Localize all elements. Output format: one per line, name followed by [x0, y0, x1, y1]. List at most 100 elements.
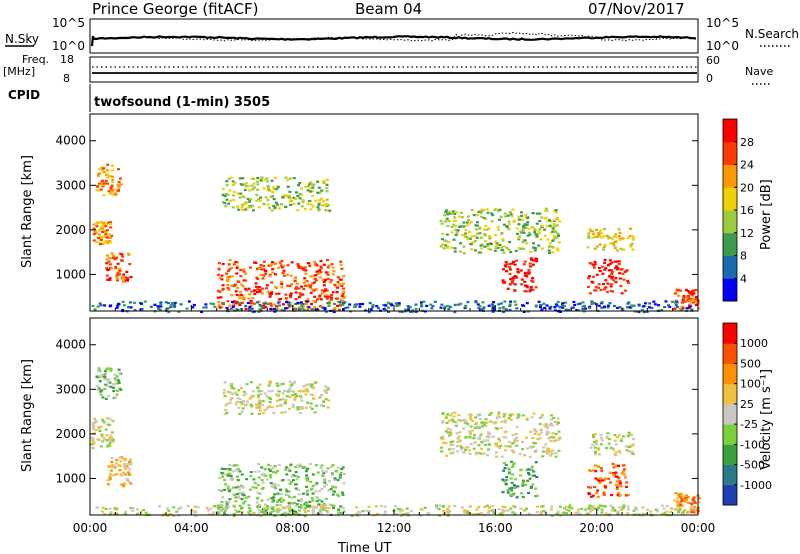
scatter-cell	[480, 513, 483, 516]
scatter-cell	[297, 509, 301, 512]
scatter-cell	[419, 301, 423, 304]
scatter-cell	[313, 277, 317, 280]
scatter-cell	[254, 486, 258, 489]
scatter-cell	[440, 421, 444, 424]
scatter-cell	[591, 275, 595, 278]
scatter-cell	[292, 390, 295, 393]
scatter-cell	[631, 248, 635, 251]
scatter-cell	[600, 236, 603, 239]
scatter-cell	[503, 467, 507, 470]
scatter-cell	[465, 224, 469, 227]
scatter-cell	[447, 505, 451, 508]
scatter-cell	[280, 308, 284, 311]
scatter-cell	[521, 482, 525, 485]
scatter-cell	[338, 303, 342, 306]
scatter-cell	[321, 181, 325, 184]
scatter-cell	[232, 486, 236, 489]
scatter-cell	[445, 510, 449, 513]
scatter-cell	[241, 285, 245, 288]
scatter-cell	[629, 244, 633, 247]
scatter-cell	[425, 304, 429, 307]
scatter-cell	[557, 449, 561, 452]
scatter-cell	[506, 489, 510, 492]
scatter-cell	[288, 296, 292, 299]
scatter-cell	[600, 436, 603, 439]
scatter-cell	[626, 435, 630, 438]
scatter-cell	[225, 502, 229, 505]
scatter-cell	[266, 199, 270, 202]
scatter-cell	[299, 500, 303, 503]
scatter-cell	[297, 265, 301, 268]
scatter-cell	[591, 494, 595, 497]
scatter-cell	[309, 203, 313, 206]
scatter-cell	[605, 291, 609, 294]
scatter-cell	[570, 507, 574, 510]
scatter-cell	[441, 243, 445, 246]
scatter-cell	[466, 446, 470, 449]
scatter-cell	[597, 283, 601, 286]
scatter-cell	[509, 251, 513, 254]
scatter-cell	[468, 237, 472, 240]
scatter-cell	[439, 219, 443, 223]
scatter-cell	[227, 288, 231, 291]
scatter-cell	[491, 310, 495, 313]
scatter-cell	[118, 371, 122, 374]
scatter-cell	[225, 501, 229, 504]
scatter-cell	[613, 260, 617, 263]
scatter-cell	[517, 238, 521, 241]
scatter-cell	[294, 276, 297, 279]
scatter-cell	[315, 270, 319, 273]
scatter-cell	[95, 240, 99, 243]
scatter-cell	[512, 484, 516, 487]
scatter-cell	[105, 262, 109, 265]
scatter-cell	[387, 310, 390, 313]
scatter-cell	[453, 250, 457, 253]
scatter-cell	[622, 473, 626, 476]
scatter-cell	[101, 183, 105, 186]
scatter-cell	[237, 496, 241, 500]
scatter-cell	[589, 230, 593, 233]
scatter-cell	[597, 286, 601, 289]
scatter-cell	[593, 485, 596, 489]
scatter-cell	[230, 284, 233, 287]
scatter-cell	[216, 506, 220, 509]
scatter-cell	[614, 471, 618, 474]
scatter-cell	[110, 234, 114, 237]
scatter-cell	[107, 268, 111, 271]
scatter-cell	[106, 479, 110, 482]
scatter-cell	[110, 466, 114, 469]
scatter-cell	[116, 273, 120, 276]
scatter-cell	[108, 381, 112, 384]
scatter-cell	[298, 412, 302, 415]
scatter-cell	[237, 510, 241, 513]
colorbar-swatch	[723, 164, 737, 188]
x-tick-label: 16:00	[478, 521, 513, 535]
scatter-cell	[342, 296, 346, 299]
y-tick-label: 4000	[55, 134, 86, 148]
scatter-cell	[630, 235, 634, 238]
scatter-cell	[205, 506, 209, 509]
scatter-cell	[531, 474, 535, 477]
scatter-cell	[119, 460, 123, 463]
scatter-cell	[621, 435, 625, 438]
scatter-cell	[623, 270, 627, 273]
scatter-cell	[320, 393, 324, 397]
scatter-cell	[309, 393, 313, 396]
scatter-cell	[561, 302, 565, 305]
scatter-cell	[464, 235, 468, 238]
scatter-cell	[217, 300, 221, 304]
scatter-cell	[593, 453, 597, 456]
scatter-cell	[445, 245, 449, 248]
scatter-cell	[493, 422, 497, 425]
scatter-cell	[477, 306, 481, 310]
scatter-cell	[450, 418, 454, 421]
scatter-cell	[259, 393, 263, 396]
scatter-cell	[270, 209, 274, 212]
scatter-cell	[508, 304, 512, 307]
scatter-cell	[287, 490, 291, 493]
scatter-cell	[295, 286, 298, 289]
scatter-cell	[324, 504, 328, 507]
scatter-cell	[240, 208, 244, 211]
scatter-cell	[301, 293, 305, 296]
scatter-cell	[511, 282, 515, 285]
